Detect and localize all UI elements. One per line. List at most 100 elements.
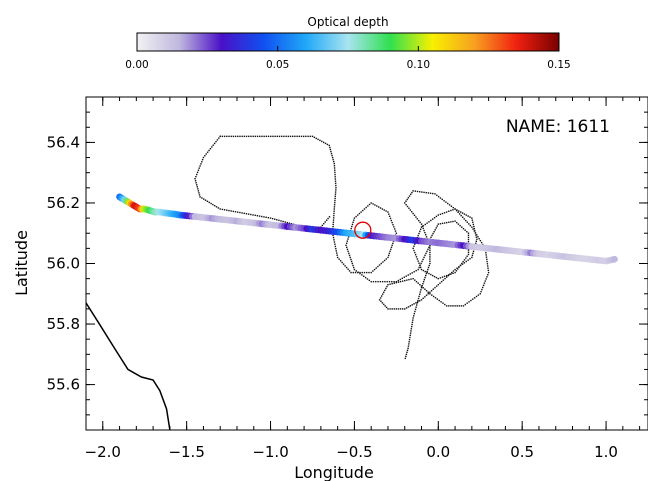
flight-path-dot (467, 234, 470, 237)
flight-path-dot (474, 230, 476, 232)
flight-path-dot (274, 135, 276, 138)
flight-path-dot (486, 258, 488, 261)
flight-path-dot (450, 221, 452, 223)
flight-path-dot (338, 258, 340, 260)
flight-path-dot (395, 232, 398, 234)
flight-path-dot (254, 135, 257, 138)
x-tick-label: −1.0 (252, 443, 288, 461)
flight-path-dot (431, 234, 433, 237)
flight-path-dot (270, 135, 272, 138)
flight-path-dot (212, 144, 214, 146)
flight-path-dot (339, 260, 342, 262)
flight-path-dot (363, 208, 366, 210)
flight-path-dot (422, 287, 424, 289)
flight-path-dot (463, 218, 465, 220)
flight-path-dot (406, 198, 408, 201)
flight-path-dot (263, 135, 265, 138)
flight-path-dot (285, 135, 287, 138)
flight-path-dot (348, 270, 351, 272)
flight-path-dot (405, 204, 407, 206)
plot-frame (85, 96, 648, 431)
flight-path-dot (370, 271, 372, 274)
flight-path-dot (381, 280, 384, 283)
colorbar-tick-label: 0.05 (266, 59, 289, 71)
flight-path-dot (425, 294, 428, 296)
flight-path-dot (425, 272, 428, 275)
flight-path-dot (411, 304, 413, 306)
flight-path-dot (454, 305, 456, 307)
flight-path-dot (431, 294, 433, 296)
flight-path-dot (475, 240, 478, 242)
flight-path-dot (466, 221, 468, 223)
flight-path-dot (418, 262, 420, 264)
flight-path-dot (368, 203, 371, 206)
flight-path-dot (405, 355, 407, 358)
flight-path-dot (358, 212, 361, 215)
flight-path-dot (247, 213, 250, 215)
flight-path-dot (302, 135, 305, 138)
flight-path-dot (319, 139, 321, 142)
flight-path-dot (203, 198, 205, 200)
flight-path-dot (415, 256, 418, 258)
flight-path-dot (423, 191, 425, 194)
flight-path-dot (410, 325, 413, 328)
flight-path-dot (352, 264, 354, 267)
flight-path-dot (366, 271, 368, 274)
flight-path-dot (475, 236, 478, 238)
flight-path-dot (265, 135, 268, 138)
flight-path-dot (197, 188, 199, 190)
flight-path-dot (424, 254, 426, 257)
flight-path-dot (443, 275, 446, 278)
flight-path-dot (434, 193, 436, 195)
flight-path-dot (332, 225, 334, 228)
flight-path-dot (408, 338, 411, 341)
flight-path-dot (429, 247, 431, 249)
colorbar-title: Optical depth (307, 15, 388, 29)
flight-path-dot (334, 191, 337, 193)
flight-path-dot (414, 310, 416, 313)
flight-path-dot (417, 268, 419, 271)
flight-path-dot (346, 246, 348, 249)
flight-path-dot (385, 258, 387, 260)
flight-path-dot (458, 266, 460, 268)
flight-path-dot (204, 155, 206, 157)
flight-path-dot (208, 149, 210, 152)
x-tick-label: 1.0 (594, 443, 618, 461)
flight-path-dot (409, 273, 411, 275)
flight-path-dot (443, 222, 446, 224)
flight-path-dot (419, 230, 421, 233)
flight-path-dot (393, 226, 395, 228)
flight-path-dot (430, 273, 432, 276)
flight-path-dot (211, 146, 213, 148)
flight-path-dot (276, 219, 278, 221)
flight-path-dot (413, 271, 415, 273)
flight-path-dot (405, 275, 407, 277)
flight-path-dot (359, 272, 361, 275)
flight-path-dot (432, 232, 434, 235)
flight-path-dot (375, 267, 377, 269)
flight-path-dot (429, 245, 431, 247)
flight-path-dot (429, 192, 432, 194)
flight-path-dot (334, 199, 336, 202)
flight-path-dot (472, 223, 475, 226)
flight-path-dot (406, 205, 409, 208)
flight-path-dot (462, 216, 464, 218)
flight-path-dot (472, 252, 474, 255)
plot-area: NAME: 1611 (85, 96, 648, 431)
flight-path-dot (439, 197, 442, 199)
flight-path-dot (370, 280, 372, 283)
flight-path-dot (334, 173, 336, 176)
flight-path-dot (415, 216, 417, 218)
flight-path-dot (459, 264, 462, 267)
flight-path-dot (223, 209, 226, 211)
flight-path-dot (467, 253, 470, 256)
flight-path-dot (377, 280, 379, 283)
flight-path-dot (212, 203, 214, 206)
flight-path-loop (194, 135, 331, 228)
flight-path-dot (419, 228, 422, 230)
flight-path-dot (452, 272, 454, 275)
flight-path-dot (324, 221, 326, 223)
flight-path-dot (259, 135, 261, 138)
flight-path-dot (444, 303, 446, 306)
